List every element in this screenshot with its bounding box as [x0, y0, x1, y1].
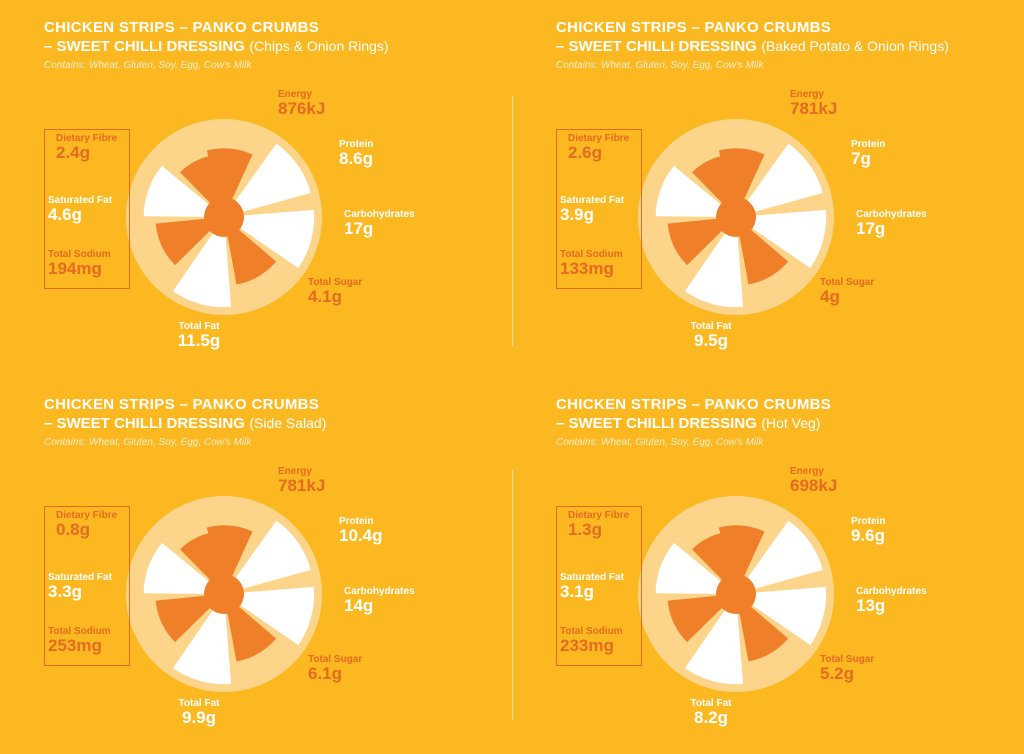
panel-title-2: – SWEET CHILLI DRESSING (Baked Potato & …: [556, 38, 1000, 56]
nutrient-total_sugar: Total Sugar6.1g: [308, 654, 362, 684]
nutrient-carbohydrates: Carbohydrates13g: [856, 586, 927, 616]
panel-title-2: – SWEET CHILLI DRESSING (Hot Veg): [556, 415, 1000, 433]
nutrition-chart: Energy781kJ Protein7g Carbohydrates17g Tota…: [556, 77, 986, 367]
nutrition-chart: Energy698kJ Protein9.6g Carbohydrates13g To…: [556, 454, 986, 744]
nutrient-total_fat: Total Fat8.2g: [691, 698, 732, 728]
nutrient-dietary_fibre: Dietary Fibre1.3g: [568, 510, 629, 540]
nutrient-total_sodium: Total Sodium133mg: [560, 249, 623, 279]
vertical-divider: [512, 470, 513, 720]
panel-title-1: CHICKEN STRIPS – PANKO CRUMBS: [556, 395, 1000, 415]
nutrient-value: 14g: [344, 597, 415, 616]
panel-title-1: CHICKEN STRIPS – PANKO CRUMBS: [44, 18, 488, 38]
nutrient-value: 13g: [856, 597, 927, 616]
nutrient-carbohydrates: Carbohydrates14g: [344, 586, 415, 616]
contains-text: Contains: Wheat, Gluten, Soy, Egg, Cow's…: [44, 60, 488, 71]
nutrient-value: 698kJ: [790, 477, 837, 496]
nutrient-dietary_fibre: Dietary Fibre2.4g: [56, 133, 117, 163]
panel-1: CHICKEN STRIPS – PANKO CRUMBS – SWEET CH…: [512, 0, 1024, 377]
nutrient-value: 9.9g: [179, 709, 220, 728]
nutrition-chart: Energy781kJ Protein10.4g Carbohydrates14g T…: [44, 454, 474, 744]
panel-title-2: – SWEET CHILLI DRESSING (Side Salad): [44, 415, 488, 433]
nutrient-value: 3.3g: [48, 583, 112, 602]
panel-title-2: – SWEET CHILLI DRESSING (Chips & Onion R…: [44, 38, 488, 56]
nutrient-value: 876kJ: [278, 100, 325, 119]
nutrient-saturated_fat: Saturated Fat4.6g: [48, 195, 112, 225]
contains-text: Contains: Wheat, Gluten, Soy, Egg, Cow's…: [556, 437, 1000, 448]
nutrient-value: 2.4g: [56, 144, 117, 163]
nutrient-dietary_fibre: Dietary Fibre2.6g: [568, 133, 629, 163]
nutrient-value: 4.6g: [48, 206, 112, 225]
infographic-background: CHICKEN STRIPS – PANKO CRUMBS – SWEET CH…: [0, 0, 1024, 754]
nutrient-total_fat: Total Fat9.5g: [691, 321, 732, 351]
nutrient-value: 0.8g: [56, 521, 117, 540]
nutrient-total_fat: Total Fat9.9g: [179, 698, 220, 728]
nutrient-saturated_fat: Saturated Fat3.1g: [560, 572, 624, 602]
nutrient-value: 233mg: [560, 637, 623, 656]
nutrient-value: 7g: [851, 150, 885, 169]
nutrient-saturated_fat: Saturated Fat3.3g: [48, 572, 112, 602]
nutrient-dietary_fibre: Dietary Fibre0.8g: [56, 510, 117, 540]
nutrient-total_sugar: Total Sugar4.1g: [308, 277, 362, 307]
nutrient-value: 781kJ: [278, 477, 325, 496]
nutrient-protein: Protein10.4g: [339, 516, 382, 546]
nutrient-total_sodium: Total Sodium253mg: [48, 626, 111, 656]
nutrient-total_sugar: Total Sugar4g: [820, 277, 874, 307]
nutrient-value: 1.3g: [568, 521, 629, 540]
nutrient-carbohydrates: Carbohydrates17g: [344, 209, 415, 239]
nutrient-protein: Protein9.6g: [851, 516, 885, 546]
nutrient-protein: Protein8.6g: [339, 139, 373, 169]
nutrient-value: 133mg: [560, 260, 623, 279]
nutrient-value: 253mg: [48, 637, 111, 656]
nutrient-value: 781kJ: [790, 100, 837, 119]
nutrient-value: 3.1g: [560, 583, 624, 602]
nutrient-total_sodium: Total Sodium233mg: [560, 626, 623, 656]
nutrient-total_sodium: Total Sodium194mg: [48, 249, 111, 279]
nutrient-value: 17g: [344, 220, 415, 239]
nutrient-protein: Protein7g: [851, 139, 885, 169]
nutrition-chart: Energy876kJ Protein8.6g Carbohydrates17g To…: [44, 77, 474, 367]
panel-title-1: CHICKEN STRIPS – PANKO CRUMBS: [556, 18, 1000, 38]
nutrient-energy: Energy698kJ: [790, 466, 837, 496]
nutrient-value: 8.6g: [339, 150, 373, 169]
nutrient-value: 10.4g: [339, 527, 382, 546]
nutrient-total_fat: Total Fat11.5g: [178, 321, 221, 351]
nutrient-value: 4g: [820, 288, 874, 307]
nutrient-total_sugar: Total Sugar5.2g: [820, 654, 874, 684]
contains-text: Contains: Wheat, Gluten, Soy, Egg, Cow's…: [556, 60, 1000, 71]
nutrient-value: 4.1g: [308, 288, 362, 307]
vertical-divider: [512, 96, 513, 346]
panel-title-1: CHICKEN STRIPS – PANKO CRUMBS: [44, 395, 488, 415]
nutrient-energy: Energy876kJ: [278, 89, 325, 119]
nutrient-value: 17g: [856, 220, 927, 239]
nutrient-carbohydrates: Carbohydrates17g: [856, 209, 927, 239]
nutrient-value: 194mg: [48, 260, 111, 279]
nutrient-value: 9.6g: [851, 527, 885, 546]
nutrient-energy: Energy781kJ: [278, 466, 325, 496]
nutrient-value: 5.2g: [820, 665, 874, 684]
panel-3: CHICKEN STRIPS – PANKO CRUMBS – SWEET CH…: [512, 377, 1024, 754]
nutrient-value: 6.1g: [308, 665, 362, 684]
nutrient-energy: Energy781kJ: [790, 89, 837, 119]
nutrient-value: 2.6g: [568, 144, 629, 163]
nutrient-value: 8.2g: [691, 709, 732, 728]
nutrient-saturated_fat: Saturated Fat3.9g: [560, 195, 624, 225]
panel-0: CHICKEN STRIPS – PANKO CRUMBS – SWEET CH…: [0, 0, 512, 377]
nutrient-value: 9.5g: [691, 332, 732, 351]
nutrient-value: 3.9g: [560, 206, 624, 225]
panel-2: CHICKEN STRIPS – PANKO CRUMBS – SWEET CH…: [0, 377, 512, 754]
nutrient-value: 11.5g: [178, 332, 221, 351]
contains-text: Contains: Wheat, Gluten, Soy, Egg, Cow's…: [44, 437, 488, 448]
